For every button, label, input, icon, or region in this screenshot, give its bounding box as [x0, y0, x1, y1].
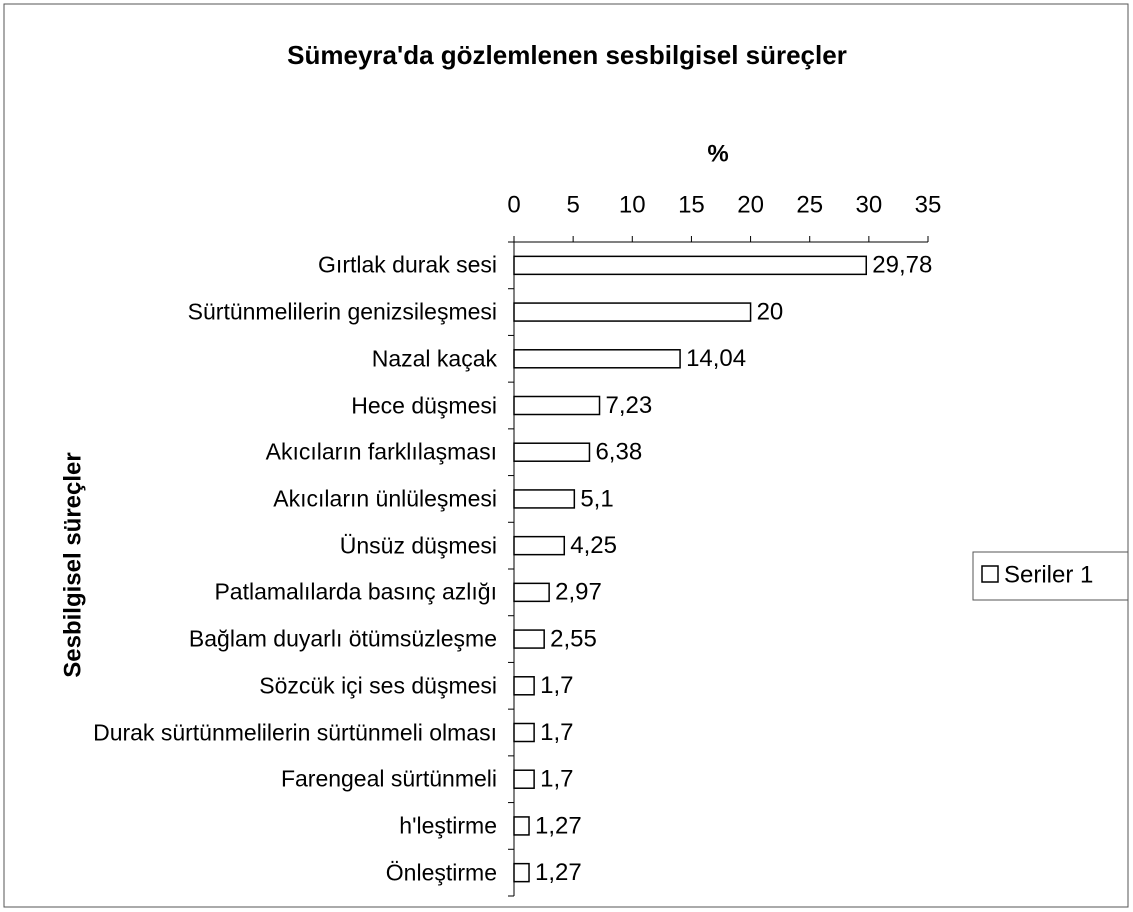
legend-box	[972, 551, 1129, 601]
x-tick-label: 15	[678, 191, 705, 218]
bar	[513, 816, 530, 836]
x-tick-label: 30	[856, 191, 883, 218]
y-tick-label: Nazal kaçak	[371, 345, 497, 372]
data-label: 5,1	[580, 485, 613, 512]
data-label: 14,04	[686, 345, 746, 372]
bar	[513, 769, 535, 789]
bar	[513, 442, 591, 462]
data-label: 1,7	[540, 672, 573, 699]
y-tick-label: Hece düşmesi	[351, 392, 497, 418]
data-label: 1,27	[535, 812, 582, 839]
y-tick-label: Ünsüz düşmesi	[339, 532, 497, 559]
x-tick-label: 35	[915, 191, 942, 218]
y-tick-label: h'leştirme	[399, 812, 497, 839]
data-label: 4,25	[570, 532, 617, 559]
x-tick-label: 5	[566, 191, 579, 218]
bar	[513, 722, 535, 743]
bar	[513, 395, 601, 416]
bar	[513, 255, 868, 276]
x-tick-label: 25	[796, 191, 823, 218]
bar	[513, 676, 535, 696]
data-label: 7,23	[606, 392, 653, 419]
x-tick-label: 20	[737, 191, 764, 218]
y-tick-label: Patlamalılarda basınç azlığı	[214, 578, 497, 605]
chart-title: Sümeyra'da gözlemlenen sesbilgisel süreç…	[287, 40, 847, 70]
y-tick-label: Sözcük içi ses düşmesi	[259, 672, 497, 699]
y-tick-label: Durak sürtünmelilerin sürtünmeli olması	[93, 719, 497, 745]
y-tick-label: Akıcıların farklılaşması	[265, 438, 497, 465]
x-tick-label: 0	[507, 191, 520, 218]
y-tick-label: Akıcıların ünlüleşmesi	[273, 485, 497, 512]
bar	[513, 582, 550, 603]
bar	[513, 302, 752, 322]
y-tick-label: Sürtünmelilerin genizsileşmesi	[187, 298, 497, 325]
data-label: 1,27	[535, 859, 582, 886]
data-label: 2,97	[555, 579, 602, 606]
x-axis-title: %	[707, 140, 728, 167]
bar	[513, 489, 576, 509]
data-label: 29,78	[872, 252, 932, 279]
x-tick-label: 10	[619, 191, 646, 218]
data-label: 2,55	[550, 625, 597, 652]
bar	[513, 862, 530, 883]
bar	[513, 629, 545, 649]
data-label: 6,38	[595, 439, 642, 466]
data-label: 1,7	[540, 766, 573, 793]
data-label: 20	[757, 298, 784, 325]
data-label: 1,7	[540, 719, 573, 746]
y-tick-label: Önleştirme	[385, 859, 497, 886]
y-tick-label: Farengeal sürtünmeli	[280, 765, 497, 792]
y-tick-label: Bağlam duyarlı ötümsüzleşme	[188, 625, 497, 652]
bar	[513, 535, 566, 556]
bar	[513, 349, 681, 369]
y-axis-title: Sesbilgisel süreçler	[59, 452, 86, 677]
chart-frame	[3, 3, 1129, 908]
legend-swatch	[981, 565, 999, 583]
y-tick-label: Gırtlak durak sesi	[318, 251, 497, 278]
legend-label: Seriler 1	[1004, 561, 1093, 588]
